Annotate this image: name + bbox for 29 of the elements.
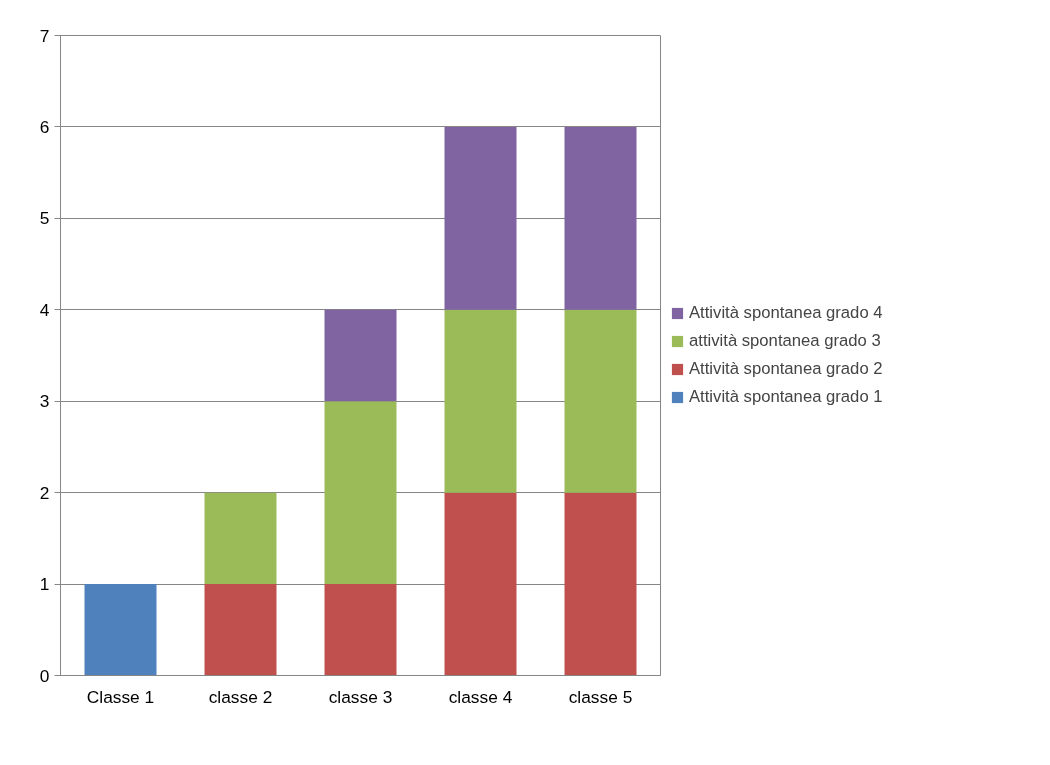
bar xyxy=(324,309,397,402)
legend-label: Attività spontanea grado 2 xyxy=(689,359,883,379)
bar xyxy=(84,584,157,676)
bar xyxy=(444,126,517,310)
x-tick-label: classe 3 xyxy=(328,686,393,707)
x-tick-label: classe 5 xyxy=(568,686,633,707)
y-tick-label: 0 xyxy=(39,665,50,686)
bar xyxy=(204,584,277,676)
y-tick-label: 2 xyxy=(39,482,50,503)
y-tick-label: 6 xyxy=(39,116,50,137)
bar xyxy=(444,492,517,676)
x-tick-label: classe 4 xyxy=(448,686,513,707)
legend-label: attività spontanea grado 3 xyxy=(689,331,881,351)
y-tick-label: 4 xyxy=(39,299,50,320)
bar xyxy=(204,492,277,585)
legend-label: Attività spontanea grado 4 xyxy=(689,303,883,323)
x-tick-label: classe 2 xyxy=(208,686,273,707)
bar xyxy=(564,126,637,310)
bar xyxy=(444,309,517,493)
bar xyxy=(564,309,637,493)
y-tick-label: 7 xyxy=(39,25,50,46)
bar xyxy=(324,401,397,585)
x-tick-label: Classe 1 xyxy=(86,686,155,707)
bar xyxy=(564,492,637,676)
y-tick-label: 3 xyxy=(39,391,50,412)
legend-label: Attività spontanea grado 1 xyxy=(689,387,883,407)
y-tick-label: 5 xyxy=(39,208,50,229)
bar xyxy=(324,584,397,676)
y-tick-label: 1 xyxy=(39,574,50,595)
